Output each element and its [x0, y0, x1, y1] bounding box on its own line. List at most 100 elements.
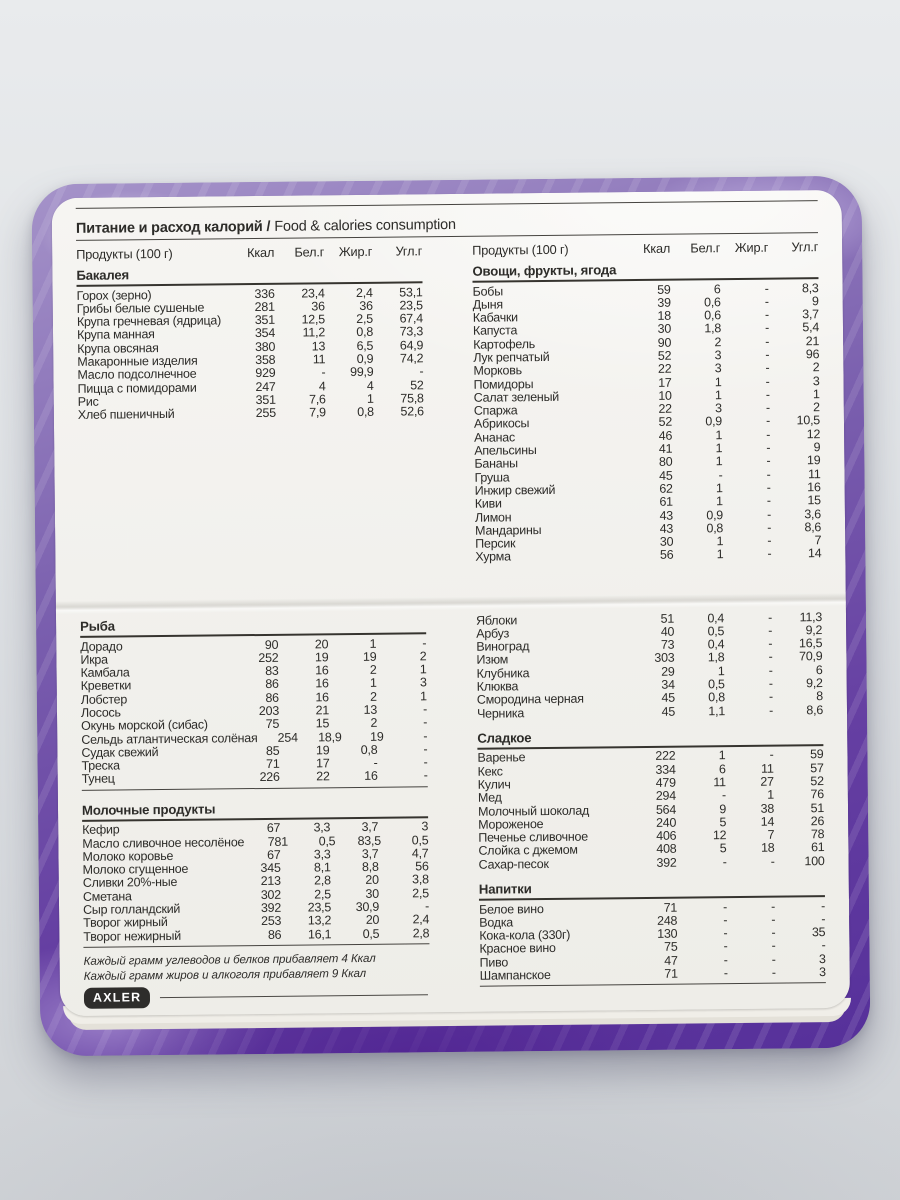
kcal-value: 45: [661, 704, 676, 719]
fat-value: -: [766, 454, 771, 469]
page-title-en: Food & calories consumption: [274, 216, 456, 235]
product-name: Черника: [476, 705, 525, 721]
notebook: Питание и расход калорий / Food & calori…: [31, 175, 871, 1057]
carbs-value: -: [423, 755, 428, 770]
carbs-value: 2,5: [412, 885, 429, 901]
header-carbs: Угл.г: [395, 243, 423, 259]
column-right: Яблоки 51 0,4-11,3 Арбуз 40 0,5-9,2 Виноград 73…: [476, 608, 826, 1005]
table-row: Хурма 56 1 - 14: [475, 547, 821, 565]
protein-value: 7,9: [309, 405, 326, 420]
footnote: Каждый грамм жиров и алкоголя прибавляет…: [83, 966, 367, 983]
carbs-value: 74,2: [399, 351, 424, 366]
carbs-value: 3: [421, 819, 429, 834]
product-name: Сахар-песок: [478, 856, 549, 872]
protein-value: -: [723, 952, 728, 967]
brand-rule-line: [160, 994, 428, 999]
bottom-page-spread: Рыба Дорадо 90 20 1- Икра 252 19 19 2 Камбала 83 16…: [79, 608, 826, 1009]
food-table-sweets: Варенье 222 1-59 Кекс 334 6 11 57 Кулич 479 11 27 52…: [477, 746, 824, 872]
header-carbs: Угл.г: [791, 239, 819, 255]
fat-value: -: [768, 663, 773, 678]
kcal-value: 56: [659, 548, 674, 563]
fat-value: 0,8: [357, 404, 374, 420]
kcal-value: 253: [261, 914, 282, 929]
carbs-value: 8,6: [806, 702, 824, 717]
fat-value: -: [766, 427, 771, 442]
carbs-value: 52,6: [400, 404, 424, 419]
protein-value: -: [723, 939, 728, 954]
carbs-value: 3: [818, 965, 826, 980]
fat-value: -: [765, 347, 770, 362]
fat-value: -: [768, 623, 773, 638]
carbs-value: 76: [810, 787, 824, 802]
protein-value: 16,1: [307, 926, 332, 942]
kcal-value: 67: [266, 821, 281, 836]
page-title: Питание и расход калорий / Food & calori…: [75, 200, 819, 241]
protein-value: 11: [312, 352, 326, 367]
protein-value: 5: [719, 841, 727, 856]
protein-value: -: [723, 912, 728, 928]
fat-value: -: [764, 307, 769, 322]
fat-value: -: [765, 334, 770, 349]
top-page-spread: Продукты (100 г) Ккал Бел.г Жир.г Угл.г …: [76, 236, 822, 601]
food-table-vegetables-fruits: Бобы 59 6-8,3 Дыня 39 0,6-9 Кабачки 18 0,6-3,7 Ка…: [473, 279, 822, 565]
fat-value: -: [765, 414, 771, 429]
column-left: Продукты (100 г) Ккал Бел.г Жир.г Угл.г …: [76, 240, 426, 601]
fat-value: 16: [364, 769, 378, 784]
fat-value: -: [766, 440, 771, 455]
header-product: Продукты (100 г): [472, 241, 569, 258]
fat-value: -: [771, 965, 776, 980]
kcal-value: 45: [661, 690, 675, 706]
kcal-value: 781: [267, 834, 288, 849]
food-table-dairy: Кефир 67 3,3 3,7 3 Масло сливочное несолёное 7…: [82, 818, 430, 948]
kcal-value: 86: [267, 927, 282, 942]
food-table-fruits-continued: Яблоки 51 0,4-11,3 Арбуз 40 0,5-9,2 Виноград 73…: [476, 608, 824, 721]
protein-value: -: [721, 788, 726, 803]
fat-value: -: [765, 360, 770, 375]
fat-value: -: [767, 533, 772, 548]
page-content: Питание и расход калорий / Food & calori…: [52, 190, 851, 1016]
fat-value: -: [765, 387, 770, 402]
fat-value: 1: [767, 787, 774, 802]
header-fat: Жир.г: [734, 239, 769, 256]
protein-value: 1,1: [708, 703, 726, 718]
table-row: Творог нежирный 86 16,1 0,5 2,8: [83, 926, 429, 944]
kcal-value: 80: [658, 455, 673, 470]
fat-value: 3,7: [361, 820, 379, 835]
header-kcal: Ккал: [642, 240, 671, 256]
fat-value: -: [771, 939, 776, 954]
fat-value: -: [768, 689, 773, 704]
carbs-value: 15: [807, 493, 821, 508]
fat-value: -: [764, 281, 769, 296]
fat-value: 0,5: [362, 926, 380, 941]
fat-value: -: [769, 703, 774, 718]
header-protein: Бел.г: [690, 240, 721, 256]
protein-value: 15: [315, 716, 330, 731]
kcal-value: 294: [655, 788, 676, 804]
protein-value: 1: [715, 454, 723, 469]
column-left: Рыба Дорадо 90 20 1- Икра 252 19 19 2 Камбала 83 16…: [79, 612, 430, 1009]
fat-value: 0,8: [360, 742, 378, 757]
protein-value: 11: [713, 775, 726, 790]
axler-logo: AXLER: [83, 987, 151, 1009]
carbs-value: -: [422, 702, 428, 717]
fat-value: -: [765, 400, 770, 415]
fat-value: -: [764, 294, 769, 309]
fat-value: -: [765, 374, 770, 389]
fat-value: -: [766, 480, 771, 495]
table-row: Шампанское 71 - - 3: [480, 965, 826, 983]
fat-value: -: [770, 854, 775, 869]
fat-value: 2: [370, 716, 378, 731]
product-name: Хурма: [475, 549, 511, 565]
protein-value: -: [723, 926, 728, 941]
carbs-value: 1: [420, 688, 427, 704]
header-kcal: Ккал: [246, 244, 275, 261]
food-table-fish: Дорадо 90 20 1- Икра 252 19 19 2 Камбала 83 16 2 1 Кре…: [80, 634, 428, 791]
carbs-value: 2: [812, 360, 820, 375]
table-row: Тунец 226 22 16 -: [82, 769, 428, 787]
notebook-page: Питание и расход калорий / Food & calori…: [51, 189, 851, 1017]
fat-value: -: [766, 507, 772, 522]
food-table-drinks: Белое вино 71- - - Водка 248- - - Кока-кола (330…: [478, 897, 826, 988]
column-right: Продукты (100 г) Ккал Бел.г Жир.г Угл.г …: [472, 236, 822, 597]
fat-value: -: [771, 912, 776, 927]
carbs-value: -: [419, 364, 424, 379]
